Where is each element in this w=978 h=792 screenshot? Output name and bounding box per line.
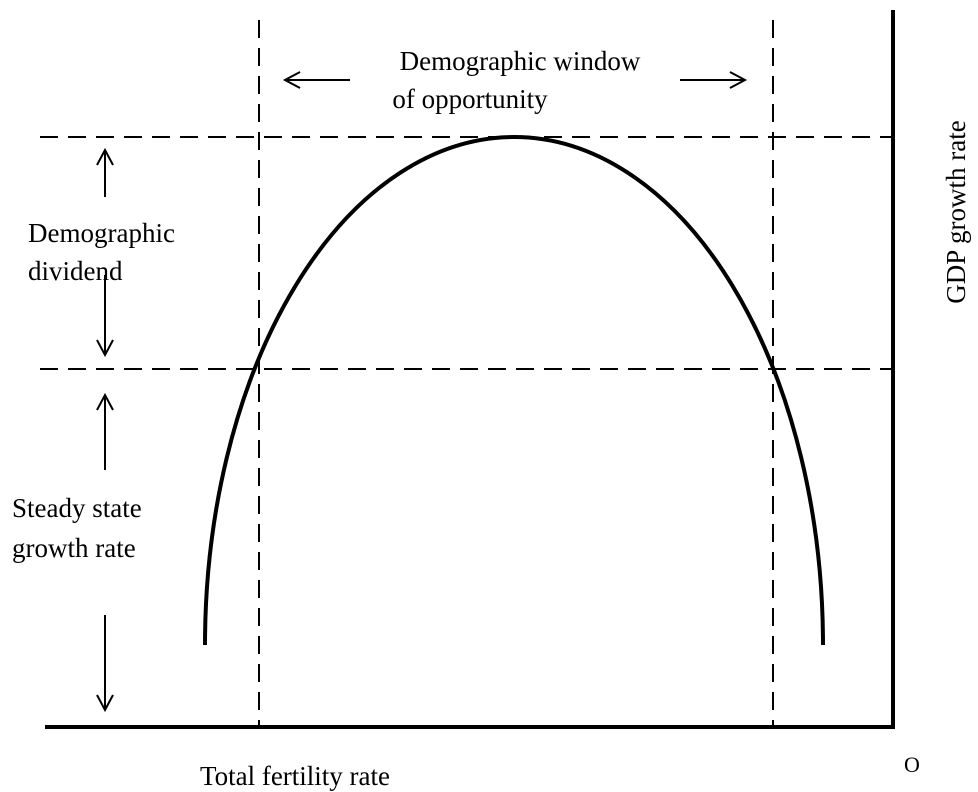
- label: Demographic: [28, 218, 175, 248]
- label: Steady state: [12, 493, 142, 523]
- label: growth rate: [12, 533, 136, 563]
- x-axis-label: Total fertility rate: [200, 761, 390, 791]
- origin-label: O: [904, 752, 920, 777]
- title-line: of opportunity: [392, 84, 548, 114]
- y-axis-label: GDP growth rate: [941, 120, 971, 303]
- arrow: [96, 615, 114, 713]
- arrow: [680, 71, 748, 89]
- arrow: [96, 275, 114, 358]
- title-line: Demographic window: [400, 46, 641, 76]
- arrow: [96, 392, 114, 470]
- arrow: [282, 71, 350, 89]
- arrow: [96, 147, 114, 197]
- curve: [203, 135, 825, 646]
- label: dividend: [28, 256, 123, 286]
